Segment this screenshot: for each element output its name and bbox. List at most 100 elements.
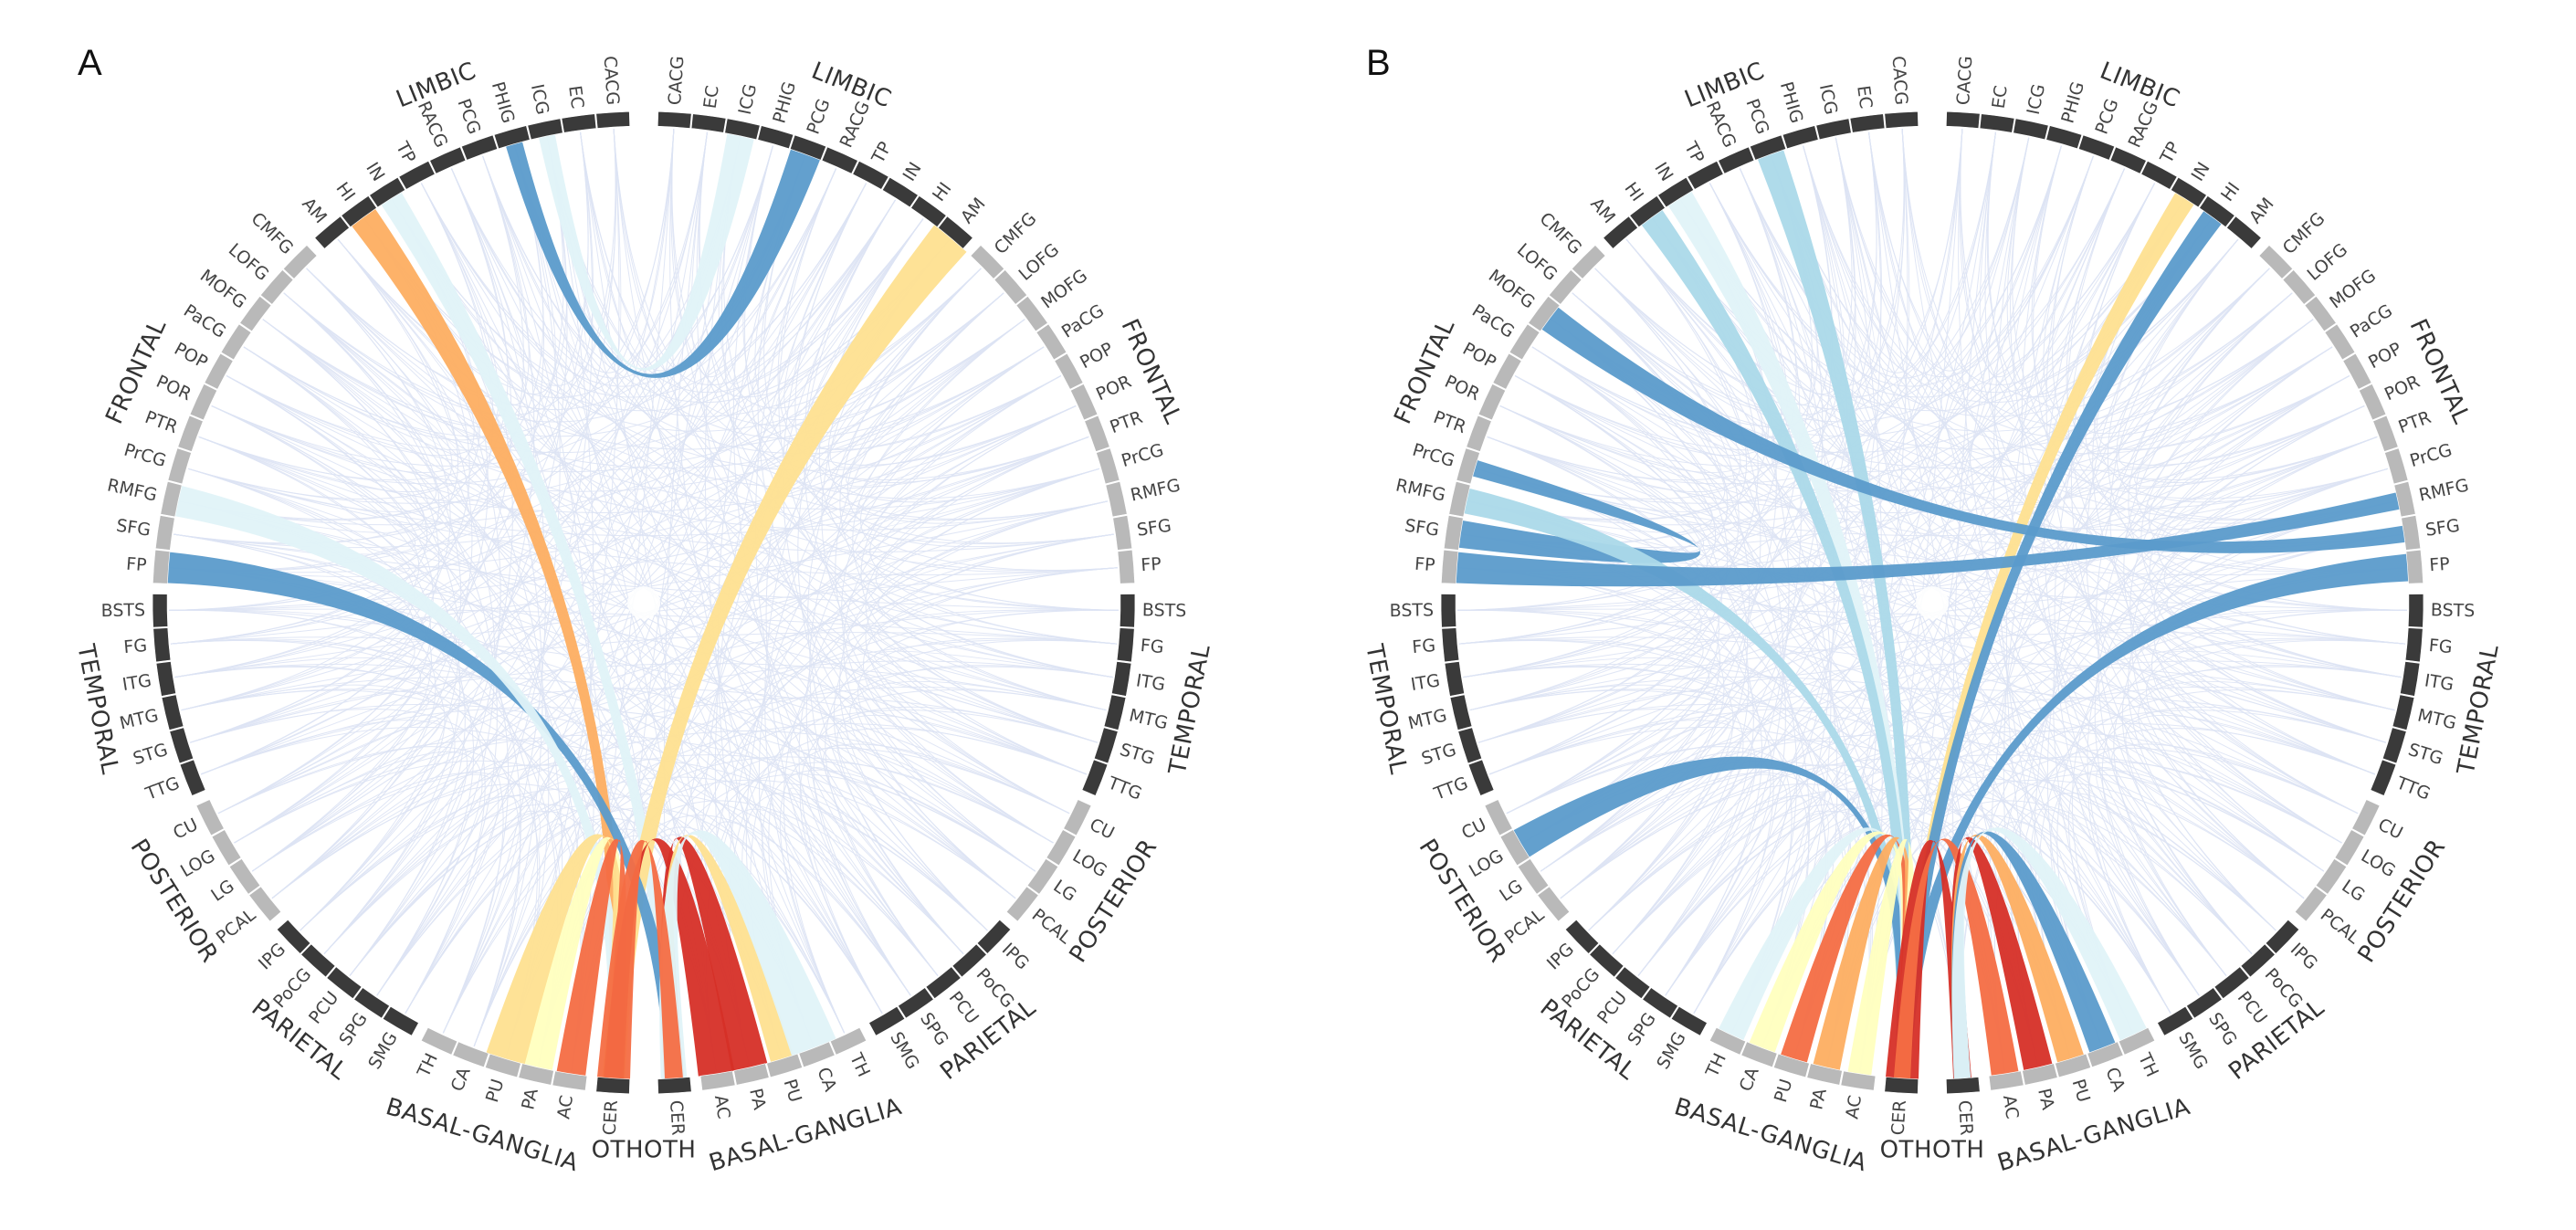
node-label: LOG: [1069, 846, 1110, 881]
node-label: PA: [1806, 1087, 1831, 1112]
background-connection: [173, 533, 1016, 899]
node-segment-r-lg: [1026, 858, 1059, 895]
node-label: PA: [745, 1087, 770, 1112]
background-connection: [2013, 145, 2156, 384]
background-connection: [1868, 131, 2062, 372]
background-connection: [189, 708, 521, 1046]
node-label: ICG: [527, 82, 552, 116]
node-segment-l-ac: [1840, 1070, 1877, 1091]
node-segment-r-por: [1069, 384, 1099, 421]
background-connection: [2134, 319, 2365, 488]
background-connections: [169, 128, 1119, 1078]
background-connection: [187, 468, 1100, 537]
node-segment-r-ptr: [2372, 415, 2399, 452]
background-connection: [187, 468, 1118, 576]
node-segment-r-fg: [1116, 627, 1135, 663]
background-connection: [1531, 346, 1748, 931]
background-connection: [823, 744, 1054, 954]
background-connection: [1993, 728, 2375, 1072]
background-connection: [1457, 137, 1853, 611]
background-connection: [833, 533, 1114, 954]
background-connection: [1463, 667, 1963, 1078]
node-label: PrCG: [1120, 440, 1166, 471]
chord-diagram-b: B CACG CACG EC EC ICG ICG PHIG PHIG PCG PCG RACG RAC…: [1288, 0, 2576, 1230]
node-segment-l-fg: [1441, 627, 1460, 663]
background-connection: [1637, 346, 2333, 976]
node-segment-r-ec: [690, 113, 727, 133]
background-connection: [376, 794, 939, 996]
node-label: IPG: [998, 940, 1033, 974]
node-label: TH: [1702, 1050, 1730, 1081]
node-segment-l-ipg: [276, 919, 311, 954]
node-label: IN: [2188, 159, 2214, 184]
background-connection: [1594, 268, 2314, 450]
background-connection: [1739, 168, 2350, 455]
background-connection: [1680, 199, 2365, 471]
node-label: IN: [899, 159, 926, 184]
background-connection: [804, 199, 1087, 775]
background-connection: [1986, 131, 2350, 450]
node-segment-r-pu: [2055, 1053, 2091, 1078]
background-connection: [846, 319, 1077, 488]
chord-l-pu-l-cer: [1781, 834, 1914, 1079]
node-label: STG: [1118, 740, 1157, 769]
background-connection: [2038, 639, 2406, 1057]
node-segment-l-hi: [1629, 195, 1666, 228]
node-label: PA: [518, 1087, 542, 1112]
background-connection: [1458, 567, 1846, 1067]
lobe-label-basal-ganglia: BASAL-GANGLIA: [383, 1093, 582, 1177]
node-segment-r-in: [2170, 176, 2207, 208]
background-connection: [2157, 436, 2389, 530]
node-segment-r-cer: [657, 1077, 692, 1095]
background-connection: [234, 609, 1119, 844]
background-connection: [1489, 145, 1834, 775]
background-connection: [262, 319, 498, 1014]
background-connection: [306, 268, 1119, 611]
background-connection: [405, 807, 883, 1014]
background-connection: [2034, 346, 2333, 1057]
node-label: CER: [1888, 1099, 1910, 1136]
background-connection: [217, 131, 708, 815]
node-segment-r-ipg: [976, 919, 1012, 954]
background-connection: [752, 168, 896, 394]
background-connection: [1637, 639, 2406, 976]
background-connection: [1506, 533, 2403, 815]
node-segment-l-pacg: [1509, 323, 1540, 361]
background-connection: [546, 137, 1100, 499]
node-label: PTR: [2396, 407, 2434, 437]
node-label: BSTS: [1142, 600, 1187, 621]
node-label: CU: [1458, 815, 1489, 844]
background-connection: [189, 690, 429, 844]
node-label: FP: [2429, 554, 2451, 576]
background-connection: [442, 756, 1054, 1034]
node-segment-l-rmfg: [1448, 480, 1471, 518]
background-connection: [2162, 650, 2402, 743]
node-segment-r-rmfg: [2393, 480, 2416, 518]
node-label: POR: [1442, 372, 1483, 405]
background-connection: [1901, 128, 2378, 480]
node-label: HI: [332, 179, 359, 205]
node-label: LG: [1049, 876, 1079, 905]
node-segment-r-pocg: [952, 943, 987, 978]
background-connection: [2166, 533, 2403, 678]
node-segment-l-th: [420, 1026, 458, 1056]
background-connection: [234, 734, 1016, 899]
node-label: SPG: [2204, 1009, 2241, 1049]
node-segment-r-bsts: [2407, 594, 2424, 628]
background-connection: [867, 678, 1099, 775]
node-label: RMFG: [105, 475, 159, 505]
node-label: TH: [2134, 1049, 2162, 1080]
node-label: LOFG: [1513, 239, 1561, 285]
chord-l-ac-l-cer: [556, 838, 626, 1079]
background-connection: [799, 706, 1099, 1014]
background-connection: [2163, 468, 2406, 645]
node-segment-l-racg: [429, 146, 467, 174]
background-connection: [878, 533, 1114, 678]
node-segment-l-ttg: [1467, 759, 1495, 796]
node-segment-r-cu: [2351, 799, 2381, 836]
background-connection: [1739, 168, 2402, 678]
node-label: STG: [1419, 740, 1458, 769]
node-label: PCAL: [213, 905, 260, 949]
